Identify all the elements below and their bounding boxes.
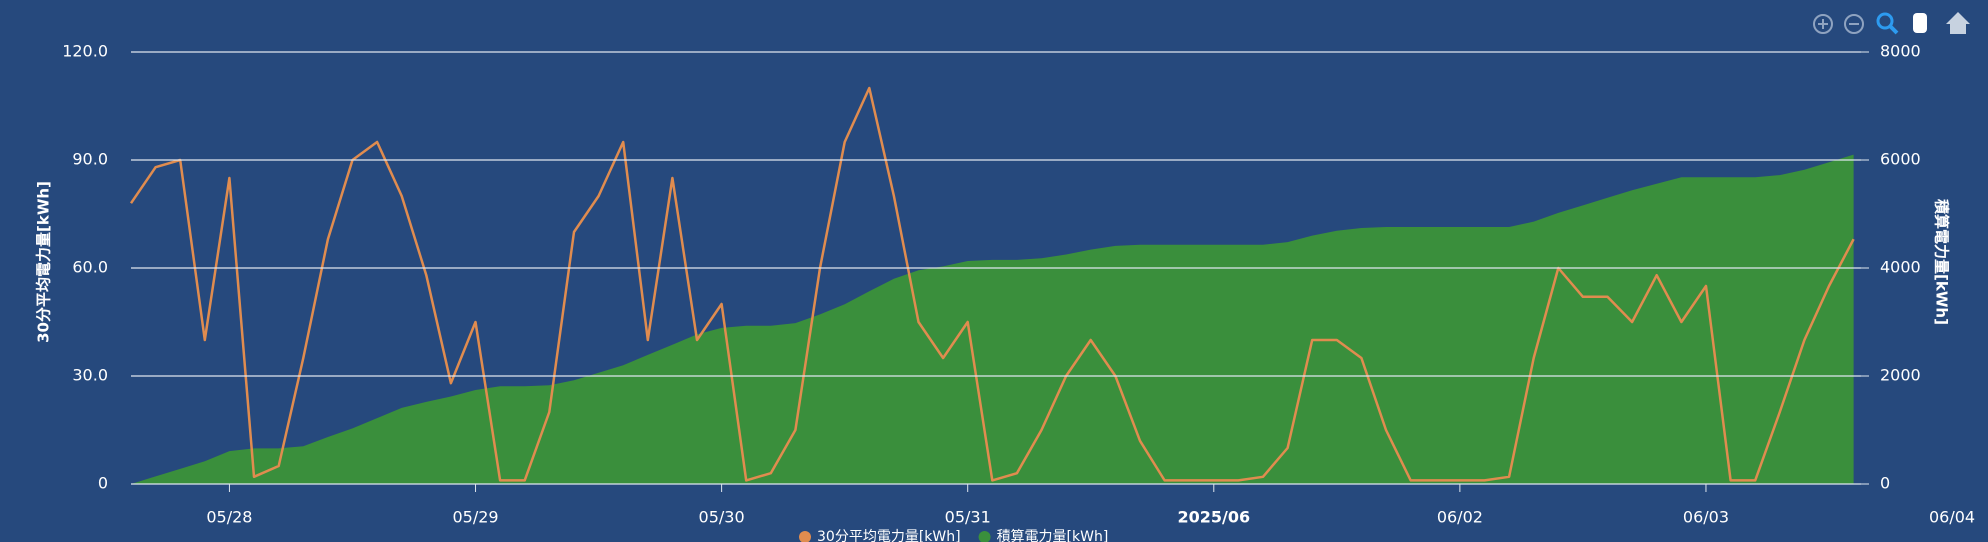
- zoom-select-button[interactable]: [1876, 12, 1899, 35]
- y2-tick-label: 2000: [1880, 366, 1921, 385]
- x-tick-label: 06/02: [1437, 508, 1483, 527]
- y-tick-label: 60.0: [72, 258, 108, 277]
- x-tick-label: 05/31: [945, 508, 991, 527]
- y-tick-label: 0: [98, 474, 108, 493]
- y2-tick-label: 6000: [1880, 150, 1921, 169]
- legend-marker: [799, 531, 811, 542]
- pan-button[interactable]: [1913, 13, 1927, 33]
- x-tick-label: 05/30: [699, 508, 745, 527]
- x-tick-label: 2025/06: [1177, 508, 1250, 527]
- x-tick-label: 05/28: [206, 508, 252, 527]
- y2-tick-label: 4000: [1880, 258, 1921, 277]
- legend-marker: [978, 531, 991, 542]
- x-tick-label: 05/29: [452, 508, 498, 527]
- y-tick-label: 120.0: [62, 42, 108, 61]
- y2-tick-label: 8000: [1880, 42, 1921, 61]
- y-axis-title: 30分平均電力量[kWh]: [35, 181, 53, 343]
- y-tick-label: 90.0: [72, 150, 108, 169]
- toolbar: [1813, 12, 1970, 35]
- x-tick-label: 06/03: [1683, 508, 1729, 527]
- plot-area: [129, 86, 1855, 484]
- legend-label: 30分平均電力量[kWh]: [817, 529, 961, 542]
- legend: 30分平均電力量[kWh] 積算電力量[kWh]: [799, 529, 1108, 542]
- y-tick-label: 30.0: [72, 366, 108, 385]
- cumulative-area: [131, 154, 1854, 484]
- power-line: [129, 86, 1855, 482]
- legend-label: 積算電力量[kWh]: [997, 529, 1109, 542]
- reset-button[interactable]: [1946, 12, 1970, 34]
- zoom-in-button[interactable]: [1813, 14, 1833, 34]
- y2-axis-title: 積算電力量[kWh]: [1933, 198, 1951, 325]
- zoom-out-button[interactable]: [1844, 14, 1864, 34]
- x-tick-label: 06/04: [1929, 508, 1975, 527]
- y2-tick-label: 0: [1880, 474, 1890, 493]
